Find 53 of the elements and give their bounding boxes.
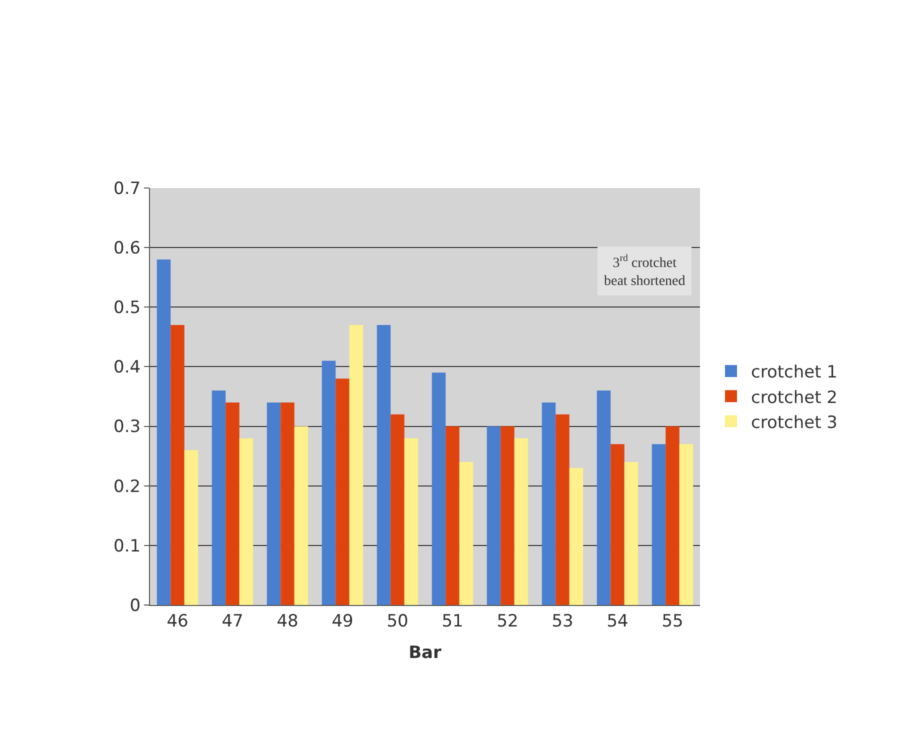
bar	[500, 426, 514, 605]
x-tick-label: 52	[496, 611, 518, 632]
bar	[459, 462, 474, 605]
y-tick-label: 0.3	[114, 417, 141, 438]
bar	[212, 390, 226, 605]
x-tick-label: 47	[222, 611, 244, 632]
bar	[596, 390, 611, 605]
x-tick-label: 48	[276, 611, 298, 632]
annotation: 3$^{rd}$ crotchet beat shortened	[604, 253, 686, 290]
bar	[184, 450, 198, 605]
x-tick-label: 51	[442, 611, 464, 632]
bar	[486, 426, 501, 605]
y-tick-label: 0.5	[114, 298, 141, 318]
bar	[542, 402, 556, 605]
bar	[156, 259, 171, 605]
x-tick-label: 50	[386, 611, 408, 632]
legend-label: crotchet 2	[751, 388, 838, 408]
x-axis-title: Bar	[408, 642, 442, 663]
bar	[280, 402, 294, 605]
bar	[349, 325, 364, 605]
bar	[652, 444, 666, 605]
x-tick-label: 53	[552, 611, 574, 632]
bar	[266, 402, 281, 605]
x-tick-label: 54	[606, 611, 628, 632]
bar	[666, 426, 680, 605]
bar	[226, 402, 240, 605]
bar	[556, 414, 570, 605]
y-tick-label: 0.2	[114, 476, 141, 497]
bar	[624, 462, 638, 605]
bar	[514, 438, 528, 605]
y-tick-label: 0.6	[114, 238, 141, 259]
legend-label: crotchet 3	[751, 412, 838, 433]
bar	[322, 360, 336, 605]
bar	[679, 444, 694, 605]
y-tick-label: 0	[130, 596, 141, 616]
bar	[376, 325, 391, 605]
bar	[294, 426, 308, 605]
bar	[336, 378, 350, 605]
y-tick-label: 0.7	[114, 178, 141, 199]
x-tick-label: 46	[166, 611, 188, 632]
y-tick-label: 0.1	[114, 536, 141, 556]
y-tick-label: 0.4	[114, 358, 141, 378]
x-tick-label: 55	[662, 611, 684, 632]
bar	[404, 438, 418, 605]
legend-label: crotchet 1	[751, 362, 838, 383]
x-tick-label: 49	[332, 611, 354, 632]
bar	[569, 468, 584, 605]
bar	[610, 444, 624, 605]
bar	[446, 426, 460, 605]
bar	[390, 414, 404, 605]
bar	[239, 438, 254, 605]
bar	[170, 325, 184, 605]
bar	[432, 372, 446, 605]
